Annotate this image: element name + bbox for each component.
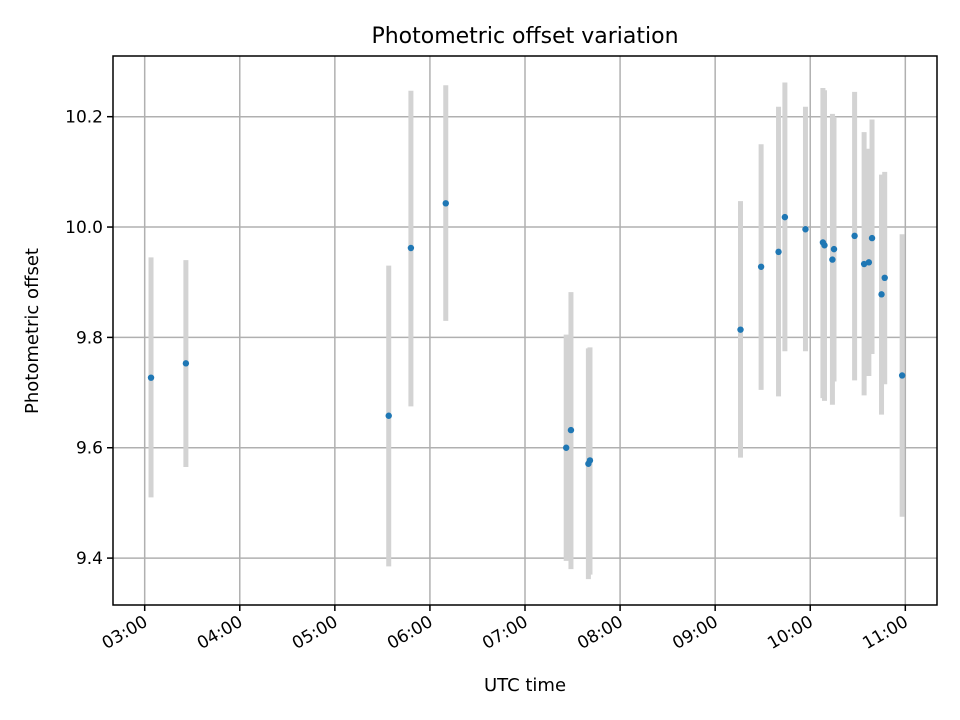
data-point — [757, 263, 765, 270]
data-point — [898, 372, 906, 379]
y-axis-label: Photometric offset — [22, 248, 43, 414]
x-tick-label: 04:00 — [194, 612, 246, 654]
y-tick-label: 10.2 — [65, 108, 103, 128]
data-point — [563, 444, 570, 451]
data-point — [775, 248, 782, 256]
data-point — [865, 259, 873, 266]
data-point — [385, 412, 392, 419]
x-tick-label: 09:00 — [669, 612, 721, 654]
data-point — [147, 374, 155, 381]
x-tick-label: 07:00 — [479, 612, 531, 654]
data-point — [881, 274, 888, 282]
data-point — [829, 256, 836, 263]
x-axis-label: UTC time — [484, 675, 566, 696]
y-tick-label: 9.4 — [76, 549, 103, 569]
x-tick-label: 08:00 — [574, 612, 626, 654]
y-tick-label: 9.8 — [76, 328, 103, 348]
data-point — [802, 226, 809, 233]
data-point — [182, 360, 190, 367]
y-tick-label: 9.6 — [76, 439, 103, 459]
x-tick-label: 05:00 — [289, 612, 341, 654]
data-point — [567, 426, 575, 434]
data-layer — [147, 82, 906, 580]
data-point — [851, 232, 858, 240]
data-point — [407, 244, 415, 252]
chart-title: Photometric offset variation — [371, 24, 678, 49]
x-tick-label: 11:00 — [859, 612, 911, 654]
data-point — [821, 242, 828, 249]
data-point — [868, 234, 876, 242]
y-tick-label: 10.0 — [65, 218, 103, 238]
x-tick-label: 06:00 — [384, 612, 436, 654]
data-point — [830, 245, 838, 253]
data-point — [442, 200, 449, 207]
grid — [113, 56, 937, 605]
data-point — [586, 457, 594, 464]
plot-frame — [112, 55, 938, 606]
data-point — [781, 213, 789, 221]
data-point — [737, 326, 744, 333]
data-point — [878, 291, 885, 298]
x-tick-label: 03:00 — [99, 612, 151, 654]
x-tick-label: 10:00 — [764, 612, 816, 654]
